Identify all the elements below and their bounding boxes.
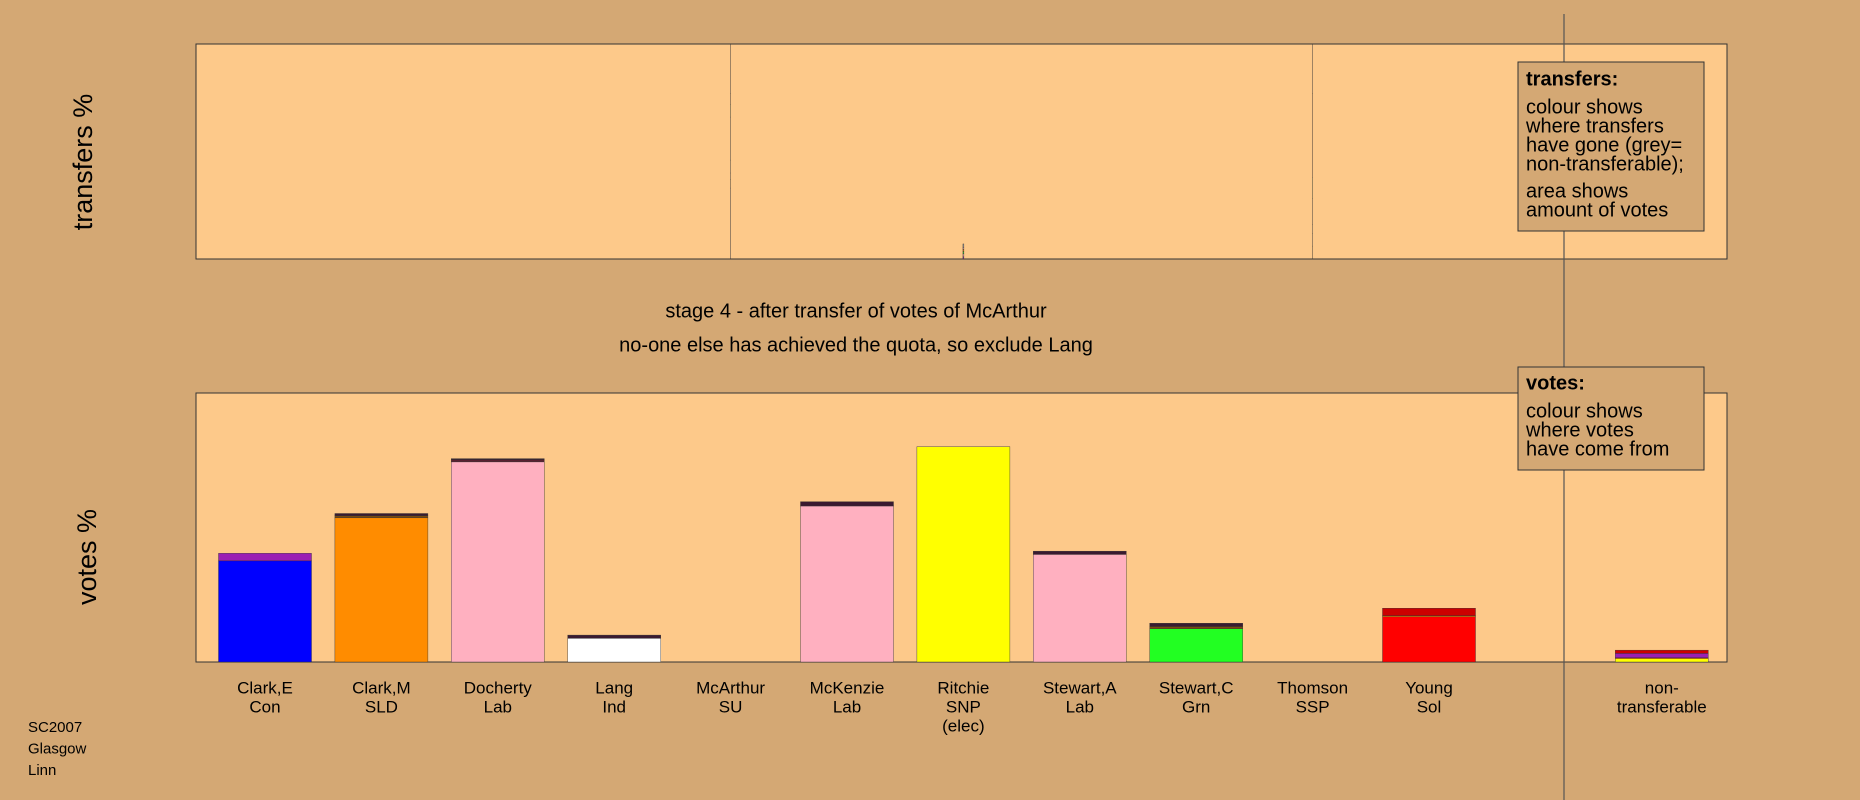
vote-segment [567, 638, 661, 663]
candidate-label: Lab [1066, 697, 1094, 716]
candidate-label: Docherty [464, 678, 533, 697]
legend-text: colour shows [1526, 400, 1643, 422]
candidate-label: Clark,E [237, 678, 293, 697]
candidate-label: Young [1405, 678, 1453, 697]
transfer-segment [962, 243, 965, 248]
legend-text: have gone (grey= [1526, 134, 1682, 156]
candidate-label: McArthur [696, 678, 765, 697]
legend-title: votes: [1526, 372, 1585, 394]
vote-segment [218, 560, 312, 663]
candidate-label: Sol [1417, 697, 1442, 716]
legend-text: non-transferable); [1526, 153, 1684, 175]
legend-text: colour shows [1526, 96, 1643, 118]
candidate-label: Lab [484, 697, 512, 716]
candidate-label: Clark,M [352, 678, 411, 697]
footer-text: SC2007 [28, 719, 82, 736]
candidate-label: Stewart,A [1043, 678, 1117, 697]
vote-segment [1149, 623, 1243, 627]
legend-text: amount of votes [1526, 199, 1668, 221]
stage-text: stage 4 - after transfer of votes of McA… [665, 300, 1047, 322]
candidate-label: (elec) [942, 716, 985, 735]
candidate-label: Stewart,C [1159, 678, 1234, 697]
footer-text: Glasgow [28, 740, 87, 757]
y-axis-title: transfers % [68, 94, 98, 231]
vote-segment [334, 515, 429, 519]
vote-segment [800, 501, 894, 507]
vote-segment [800, 505, 894, 663]
footer-text: Linn [28, 762, 56, 779]
y-axis-title: votes % [72, 509, 102, 605]
vote-segment [1149, 628, 1243, 663]
transfer-segment [962, 249, 965, 252]
candidate-label: Lang [595, 678, 633, 697]
transfers-legend [1517, 61, 1705, 232]
bars [218, 43, 1709, 663]
vote-segment [451, 459, 545, 463]
vote-segment [1033, 554, 1127, 663]
candidate-label: Ritchie [937, 678, 989, 697]
decision-text: no-one else has achieved the quota, so e… [619, 334, 1093, 356]
legend-title: transfers: [1526, 68, 1618, 90]
candidate-label: SLD [365, 697, 398, 716]
vote-segment [1382, 616, 1476, 663]
labels: Clark,EConClark,MSLDDochertyLabLangIndMc… [28, 678, 1707, 778]
transfer-segment [962, 256, 965, 260]
legend-text: where transfers [1525, 115, 1664, 137]
candidate-label: Lab [833, 697, 861, 716]
candidate-label: non- [1645, 678, 1679, 697]
transfer-segment [962, 253, 965, 258]
legend-text: have come from [1526, 438, 1669, 460]
candidate-label: SSP [1296, 697, 1330, 716]
candidate-label: Ind [602, 697, 626, 716]
vote-segment [334, 513, 429, 516]
candidate-label: Grn [1182, 697, 1210, 716]
candidate-label: SNP [946, 697, 981, 716]
candidate-label: transferable [1617, 697, 1707, 716]
vote-segment [218, 553, 312, 562]
vote-segment [1149, 626, 1243, 629]
candidate-label: Con [249, 697, 280, 716]
vote-segment [1615, 658, 1709, 663]
votes-legend [1517, 366, 1705, 471]
candidate-label: McKenzie [810, 678, 885, 697]
vote-segment [1615, 649, 1709, 654]
vote-segment [1382, 608, 1476, 616]
vote-segment [567, 634, 661, 639]
legend-text: where votes [1525, 419, 1634, 441]
transfer-segment [962, 251, 965, 254]
candidate-label: SU [719, 697, 743, 716]
transfer-segment [962, 246, 965, 250]
vote-segment [451, 458, 545, 460]
legend-text: area shows [1526, 180, 1628, 202]
transfers-plot-area [195, 43, 1728, 260]
vote-segment [916, 446, 1011, 663]
vote-segment [334, 517, 429, 663]
vote-segment [451, 461, 545, 663]
vote-segment [1615, 653, 1709, 658]
candidate-label: Thomson [1277, 678, 1348, 697]
vote-segment [1033, 550, 1127, 555]
